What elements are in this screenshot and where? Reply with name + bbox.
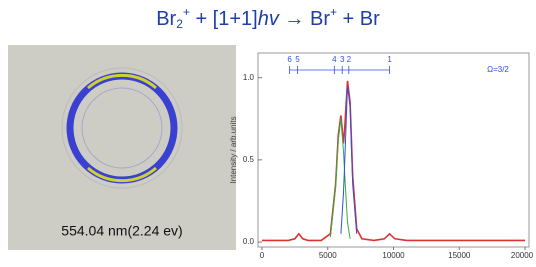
y-axis-label: Intensity / arb.units (229, 116, 238, 183)
level-label: 6 (287, 55, 292, 64)
level-label: 2 (347, 55, 352, 64)
x-tick-label: 20000 (511, 251, 534, 260)
title-part: + (183, 5, 190, 19)
level-label: 4 (332, 55, 337, 64)
title-part: 2 (176, 17, 183, 31)
page: Br2+ + [1+1]hv → Br+ + Br 554.04 nm(2.24… (0, 0, 536, 262)
title-part: + (330, 5, 337, 19)
plot-frame (258, 53, 529, 247)
series-line (330, 119, 350, 239)
ring-image: 554.04 nm(2.24 ev) (8, 45, 236, 250)
chart: Intensity / arb.units 0.0 0.5 1.0 0 5000 10000… (229, 53, 534, 260)
y-tick-label: 0.0 (243, 237, 255, 246)
level-label: 3 (340, 55, 345, 64)
y-tick-label: 0.5 (243, 155, 255, 164)
title-part: hv (258, 8, 280, 30)
x-tick-label: 10000 (382, 251, 405, 260)
title-part: + Br (337, 8, 380, 30)
x-tick-label: 5000 (319, 251, 337, 260)
level-label: 5 (295, 55, 300, 64)
image-caption: 554.04 nm(2.24 ev) (61, 223, 182, 239)
level-series-label: Ω=3/2 (487, 65, 509, 74)
x-tick-label: 15000 (448, 251, 471, 260)
title-part: → Br (279, 8, 330, 30)
y-tick-label: 1.0 (243, 73, 255, 82)
x-tick-label: 0 (260, 251, 265, 260)
title-part: Br (156, 8, 176, 30)
title-part: + [1+1] (190, 8, 258, 30)
series-line (341, 86, 357, 234)
title: Br2+ + [1+1]hv → Br+ + Br (156, 5, 380, 31)
series-line (262, 81, 525, 241)
level-label: 1 (387, 55, 392, 64)
figure: Br2+ + [1+1]hv → Br+ + Br 554.04 nm(2.24… (0, 0, 536, 262)
